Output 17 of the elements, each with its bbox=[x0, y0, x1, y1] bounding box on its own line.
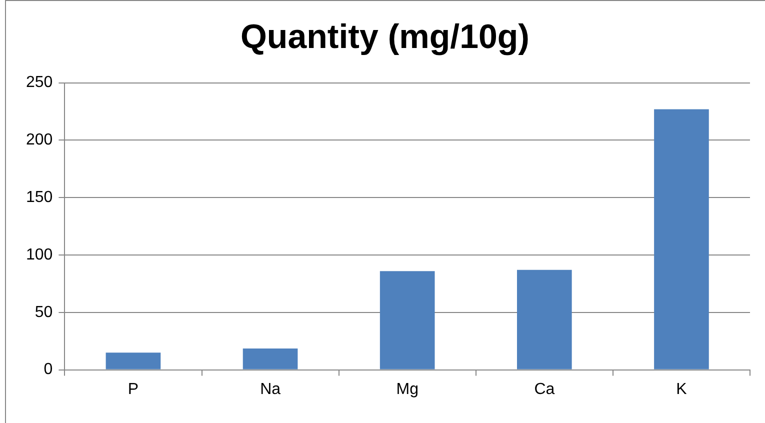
y-tick-label: 200 bbox=[26, 132, 53, 149]
x-tick-label: P bbox=[128, 380, 139, 398]
y-tick-label: 250 bbox=[26, 74, 53, 92]
y-tick-label: 100 bbox=[26, 246, 53, 264]
y-tick-label: 0 bbox=[44, 361, 53, 378]
bar bbox=[106, 352, 161, 370]
bar bbox=[242, 348, 298, 370]
y-tick-label: 50 bbox=[34, 304, 53, 321]
x-tick-label: Mg bbox=[396, 380, 418, 398]
bar bbox=[654, 109, 709, 370]
bar bbox=[516, 270, 572, 370]
x-tick-label: Na bbox=[260, 380, 281, 398]
chart-title: Quantity (mg/10g) bbox=[240, 18, 530, 56]
y-tick-label: 150 bbox=[26, 189, 53, 206]
x-tick-label: K bbox=[676, 380, 688, 398]
bar bbox=[380, 271, 435, 370]
x-tick-label: Ca bbox=[534, 380, 555, 398]
